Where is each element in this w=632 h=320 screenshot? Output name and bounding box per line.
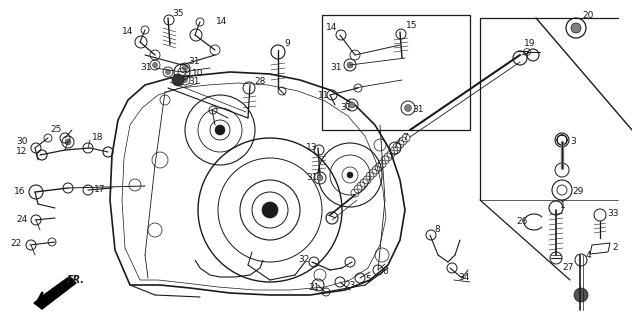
Circle shape xyxy=(215,125,225,135)
Text: 10: 10 xyxy=(192,69,204,78)
Text: 21: 21 xyxy=(308,284,319,292)
Text: 28: 28 xyxy=(254,77,265,86)
Text: 30: 30 xyxy=(16,138,28,147)
Text: 17: 17 xyxy=(94,186,106,195)
Text: 14: 14 xyxy=(326,23,337,33)
Text: 24: 24 xyxy=(16,215,27,225)
Text: 5: 5 xyxy=(365,276,371,284)
Circle shape xyxy=(65,139,71,145)
Text: 4: 4 xyxy=(586,251,592,260)
Text: 32: 32 xyxy=(298,255,310,265)
Text: 31: 31 xyxy=(412,106,423,115)
Text: 34: 34 xyxy=(458,274,470,283)
Text: 14: 14 xyxy=(122,28,133,36)
Text: 6: 6 xyxy=(382,268,388,276)
Circle shape xyxy=(262,202,278,218)
Circle shape xyxy=(574,288,588,302)
Circle shape xyxy=(571,23,581,33)
Circle shape xyxy=(349,102,355,108)
Circle shape xyxy=(152,62,157,68)
Text: 8: 8 xyxy=(434,226,440,235)
Text: 31: 31 xyxy=(330,63,341,73)
Text: 31: 31 xyxy=(140,63,152,73)
Text: 2: 2 xyxy=(612,244,617,252)
Circle shape xyxy=(404,105,411,111)
Text: 15: 15 xyxy=(406,21,418,30)
Circle shape xyxy=(347,62,353,68)
Text: 12: 12 xyxy=(16,148,27,156)
Circle shape xyxy=(347,172,353,178)
Text: 9: 9 xyxy=(284,39,289,49)
Text: 1: 1 xyxy=(560,201,566,210)
Circle shape xyxy=(172,74,184,86)
Text: 31: 31 xyxy=(306,173,317,182)
Text: 14: 14 xyxy=(216,18,228,27)
Text: 3: 3 xyxy=(570,138,576,147)
Polygon shape xyxy=(34,277,76,309)
Text: 35: 35 xyxy=(172,9,183,18)
Text: 26: 26 xyxy=(516,218,527,227)
Text: 20: 20 xyxy=(582,12,593,20)
Circle shape xyxy=(183,66,188,70)
Text: 33: 33 xyxy=(607,209,619,218)
Text: FR.: FR. xyxy=(67,275,85,285)
Text: 29: 29 xyxy=(572,188,583,196)
Text: 31: 31 xyxy=(188,58,200,67)
Text: 13: 13 xyxy=(306,143,317,153)
Text: 11: 11 xyxy=(318,91,329,100)
Circle shape xyxy=(183,77,188,83)
Text: 22: 22 xyxy=(10,239,21,249)
Text: 16: 16 xyxy=(14,188,25,196)
Text: 7: 7 xyxy=(402,133,408,142)
Text: 31: 31 xyxy=(188,77,200,86)
Circle shape xyxy=(317,175,323,181)
Text: 27: 27 xyxy=(562,263,573,273)
Text: 31: 31 xyxy=(340,103,351,113)
Text: 19: 19 xyxy=(524,39,535,49)
Text: 23: 23 xyxy=(344,282,355,291)
Text: 25: 25 xyxy=(50,125,61,134)
Circle shape xyxy=(166,69,171,75)
Text: 18: 18 xyxy=(92,133,104,142)
